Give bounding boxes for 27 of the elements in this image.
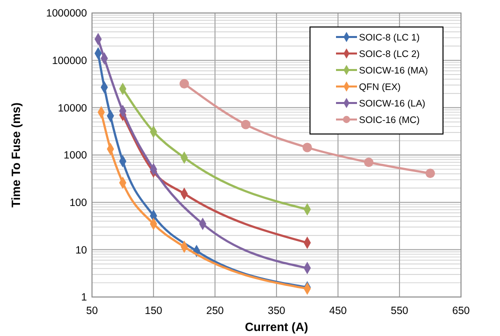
y-tick-label: 10000	[58, 102, 88, 114]
point	[180, 79, 189, 88]
point	[302, 142, 312, 152]
y-tick-label: 1000	[64, 150, 88, 162]
legend-label: SOIC-8 (LC 1)	[359, 32, 420, 44]
y-tick-label: 100	[69, 197, 88, 210]
y-tick-label: 100000	[52, 55, 88, 68]
x-tick-label: 350	[268, 305, 286, 317]
legend-label: SOICW-16 (LA)	[359, 98, 426, 110]
point	[241, 120, 250, 130]
x-tick-label: 250	[206, 305, 224, 317]
y-axis-title: Time To Fuse (ms)	[9, 102, 23, 208]
x-tick-label: 50	[86, 305, 98, 317]
x-tick-label: 450	[329, 305, 347, 317]
legend-label: SOICW-16 (MA)	[359, 65, 428, 76]
legend-label: SOIC-16 (MC)	[359, 114, 420, 126]
point	[426, 168, 435, 178]
x-tick-label: 650	[452, 305, 470, 317]
legend-label: SOIC-8 (LC 2)	[359, 48, 420, 60]
x-tick-label: 550	[390, 305, 408, 317]
y-tick-label: 1	[81, 292, 88, 304]
x-axis-title: Current (A)	[244, 320, 308, 334]
legend-label: QFN (EX)	[359, 82, 401, 93]
y-tick-label: 1000000	[46, 8, 88, 20]
point	[364, 158, 374, 168]
y-tick-label: 10	[75, 244, 88, 256]
x-tick-label: 150	[144, 305, 162, 317]
